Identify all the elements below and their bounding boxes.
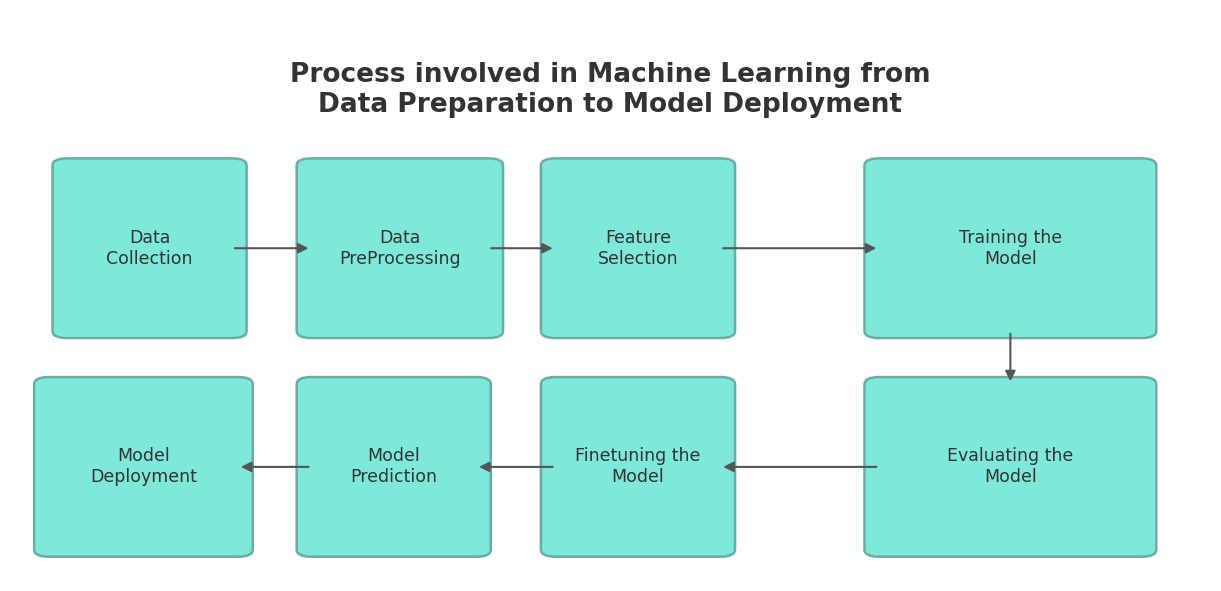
FancyBboxPatch shape — [541, 158, 735, 338]
FancyBboxPatch shape — [864, 377, 1156, 557]
Text: Finetuning the
Model: Finetuning the Model — [575, 447, 701, 486]
Text: Evaluating the
Model: Evaluating the Model — [947, 447, 1073, 486]
Text: Data
Collection: Data Collection — [106, 229, 193, 268]
Text: Training the
Model: Training the Model — [958, 229, 1062, 268]
FancyBboxPatch shape — [297, 377, 491, 557]
FancyBboxPatch shape — [541, 377, 735, 557]
Text: Process involved in Machine Learning from
Data Preparation to Model Deployment: Process involved in Machine Learning fro… — [291, 62, 930, 118]
FancyBboxPatch shape — [864, 158, 1156, 338]
Text: Model
Deployment: Model Deployment — [90, 447, 197, 486]
Text: Model
Prediction: Model Prediction — [350, 447, 437, 486]
FancyBboxPatch shape — [297, 158, 503, 338]
FancyBboxPatch shape — [53, 158, 247, 338]
FancyBboxPatch shape — [34, 377, 253, 557]
Text: Feature
Selection: Feature Selection — [597, 229, 679, 268]
Text: Data
PreProcessing: Data PreProcessing — [339, 229, 460, 268]
